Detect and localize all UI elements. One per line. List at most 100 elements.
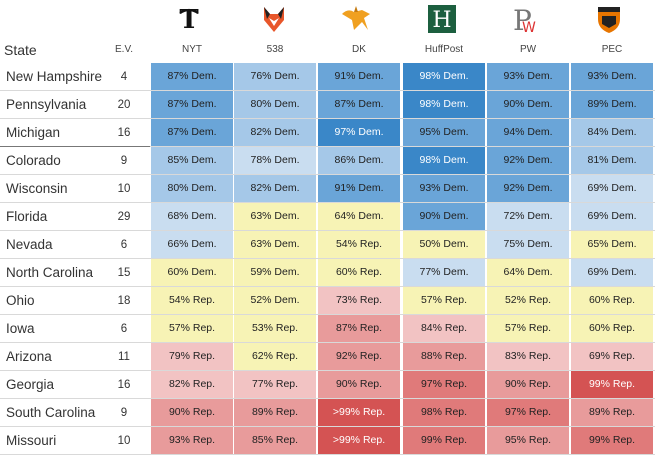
forecast-cell: 77% Rep. bbox=[234, 371, 316, 398]
table-row: Ohio 18 54% Rep. 52% Dem. 73% Rep. 57% Rep. 52… bbox=[0, 287, 655, 315]
forecast-cell: 93% Dem. bbox=[571, 63, 653, 90]
forecast-cell: 99% Rep. bbox=[571, 371, 653, 398]
table-row: Michigan 16 87% Dem. 82% Dem. 97% Dem. 95% De… bbox=[0, 119, 655, 147]
svg-text:H: H bbox=[432, 8, 451, 33]
state-column-header: State bbox=[4, 42, 37, 58]
forecast-cell: 91% Dem. bbox=[318, 175, 400, 202]
forecast-cell: 92% Dem. bbox=[487, 175, 569, 202]
forecast-cell: 85% Dem. bbox=[151, 147, 233, 174]
forecaster-header-pw: PW bbox=[519, 44, 537, 55]
table-row: Iowa 6 57% Rep. 53% Rep. 87% Rep. 84% Rep. 57%… bbox=[0, 315, 655, 343]
forecast-cell: 54% Rep. bbox=[151, 287, 233, 314]
row-separator bbox=[0, 314, 655, 315]
forecast-cell: 81% Dem. bbox=[571, 147, 653, 174]
table-row: Georgia 16 82% Rep. 77% Rep. 90% Rep. 97% Rep… bbox=[0, 371, 655, 399]
row-separator bbox=[0, 454, 655, 455]
forecast-cell: 95% Dem. bbox=[403, 119, 485, 146]
row-separator bbox=[0, 174, 655, 175]
nyt-logo-icon: T bbox=[172, 4, 206, 34]
forecast-cell: 69% Dem. bbox=[571, 203, 653, 230]
forecast-cell: 88% Rep. bbox=[403, 343, 485, 370]
forecast-cell: 69% Rep. bbox=[571, 343, 653, 370]
forecast-cell: 76% Dem. bbox=[234, 63, 316, 90]
forecast-cell: 62% Rep. bbox=[234, 343, 316, 370]
electoral-votes: 9 bbox=[120, 155, 128, 167]
forecaster-header-pec: PEC bbox=[601, 44, 623, 55]
electoral-votes: 18 bbox=[117, 295, 131, 307]
forecast-cell: 66% Dem. bbox=[151, 231, 233, 258]
forecast-cell: >99% Rep. bbox=[318, 427, 400, 454]
electoral-votes: 15 bbox=[117, 267, 131, 279]
forecast-cell: 90% Rep. bbox=[487, 371, 569, 398]
forecast-cell: 98% Rep. bbox=[403, 399, 485, 426]
forecast-cell: 63% Dem. bbox=[234, 231, 316, 258]
electoral-votes: 4 bbox=[120, 71, 128, 83]
forecast-cell: 87% Rep. bbox=[318, 315, 400, 342]
forecast-cell: 90% Dem. bbox=[403, 203, 485, 230]
table-row: Wisconsin 10 80% Dem. 82% Dem. 91% Dem. 93% D… bbox=[0, 175, 655, 203]
electoral-votes: 9 bbox=[120, 407, 128, 419]
electoral-votes: 16 bbox=[117, 127, 131, 139]
state-name: Georgia bbox=[6, 377, 55, 392]
forecast-cell: 89% Dem. bbox=[571, 91, 653, 118]
forecast-cell: 97% Dem. bbox=[318, 119, 400, 146]
forecast-cell: 52% Rep. bbox=[487, 287, 569, 314]
state-name: Michigan bbox=[6, 125, 61, 140]
forecast-cell: 68% Dem. bbox=[151, 203, 233, 230]
forecast-cell: 60% Dem. bbox=[151, 259, 233, 286]
forecast-cell: 72% Dem. bbox=[487, 203, 569, 230]
table-row: Pennsylvania 20 87% Dem. 80% Dem. 87% Dem. 98… bbox=[0, 91, 655, 119]
forecast-cell: 95% Rep. bbox=[487, 427, 569, 454]
forecast-cell: 64% Dem. bbox=[487, 259, 569, 286]
electoral-votes: 10 bbox=[117, 183, 131, 195]
forecast-cell: 89% Rep. bbox=[234, 399, 316, 426]
table-row: Florida 29 68% Dem. 63% Dem. 64% Dem. 90% Dem… bbox=[0, 203, 655, 231]
forecast-cell: 77% Dem. bbox=[403, 259, 485, 286]
forecast-cell: 93% Dem. bbox=[403, 175, 485, 202]
table-row: Missouri 10 93% Rep. 85% Rep. >99% Rep. 99% R… bbox=[0, 427, 655, 455]
forecast-cell: 75% Dem. bbox=[487, 231, 569, 258]
row-separator bbox=[0, 398, 655, 399]
electoral-votes: 6 bbox=[120, 323, 128, 335]
forecast-cell: 82% Dem. bbox=[234, 175, 316, 202]
forecast-cell: 82% Rep. bbox=[151, 371, 233, 398]
forecast-cell: 60% Rep. bbox=[571, 315, 653, 342]
state-name: Florida bbox=[6, 209, 48, 224]
forecaster-header-dk: DK bbox=[352, 44, 366, 55]
princeton-shield-icon bbox=[592, 4, 626, 34]
state-name: Iowa bbox=[6, 321, 35, 336]
ev-column-header: E.V. bbox=[115, 44, 133, 55]
state-name: Wisconsin bbox=[6, 181, 68, 196]
forecast-cell: 57% Rep. bbox=[151, 315, 233, 342]
electoral-votes: 11 bbox=[118, 351, 130, 363]
forecast-cell: 78% Dem. bbox=[234, 147, 316, 174]
row-separator bbox=[0, 146, 655, 147]
forecast-cell: 63% Dem. bbox=[234, 203, 316, 230]
forecast-cell: 50% Dem. bbox=[403, 231, 485, 258]
row-separator bbox=[0, 286, 655, 287]
daily-kos-logo-icon bbox=[339, 4, 373, 34]
forecast-cell: 60% Rep. bbox=[318, 259, 400, 286]
row-separator bbox=[0, 118, 655, 119]
state-name: Colorado bbox=[6, 153, 61, 168]
table-row: North Carolina 15 60% Dem. 59% Dem. 60% Rep.… bbox=[0, 259, 655, 287]
forecast-cell: 57% Rep. bbox=[487, 315, 569, 342]
forecast-cell: 87% Dem. bbox=[318, 91, 400, 118]
forecast-cell: 59% Dem. bbox=[234, 259, 316, 286]
electoral-votes: 16 bbox=[117, 379, 131, 391]
forecaster-header-nyt: NYT bbox=[182, 44, 202, 55]
forecast-cell: 98% Dem. bbox=[403, 147, 485, 174]
forecast-cell: 90% Rep. bbox=[318, 371, 400, 398]
forecast-cell: 97% Rep. bbox=[487, 399, 569, 426]
electoral-votes: 6 bbox=[120, 239, 128, 251]
table-row: New Hampshire 4 87% Dem. 76% Dem. 91% Dem. 98… bbox=[0, 63, 655, 91]
forecast-cell: 87% Dem. bbox=[151, 119, 233, 146]
row-separator bbox=[0, 202, 655, 203]
state-name: Nevada bbox=[6, 237, 53, 252]
electoral-votes: 10 bbox=[117, 435, 131, 447]
state-name: Arizona bbox=[6, 349, 52, 364]
row-separator bbox=[0, 342, 655, 343]
forecast-cell: 89% Rep. bbox=[571, 399, 653, 426]
state-name: Missouri bbox=[6, 433, 57, 448]
